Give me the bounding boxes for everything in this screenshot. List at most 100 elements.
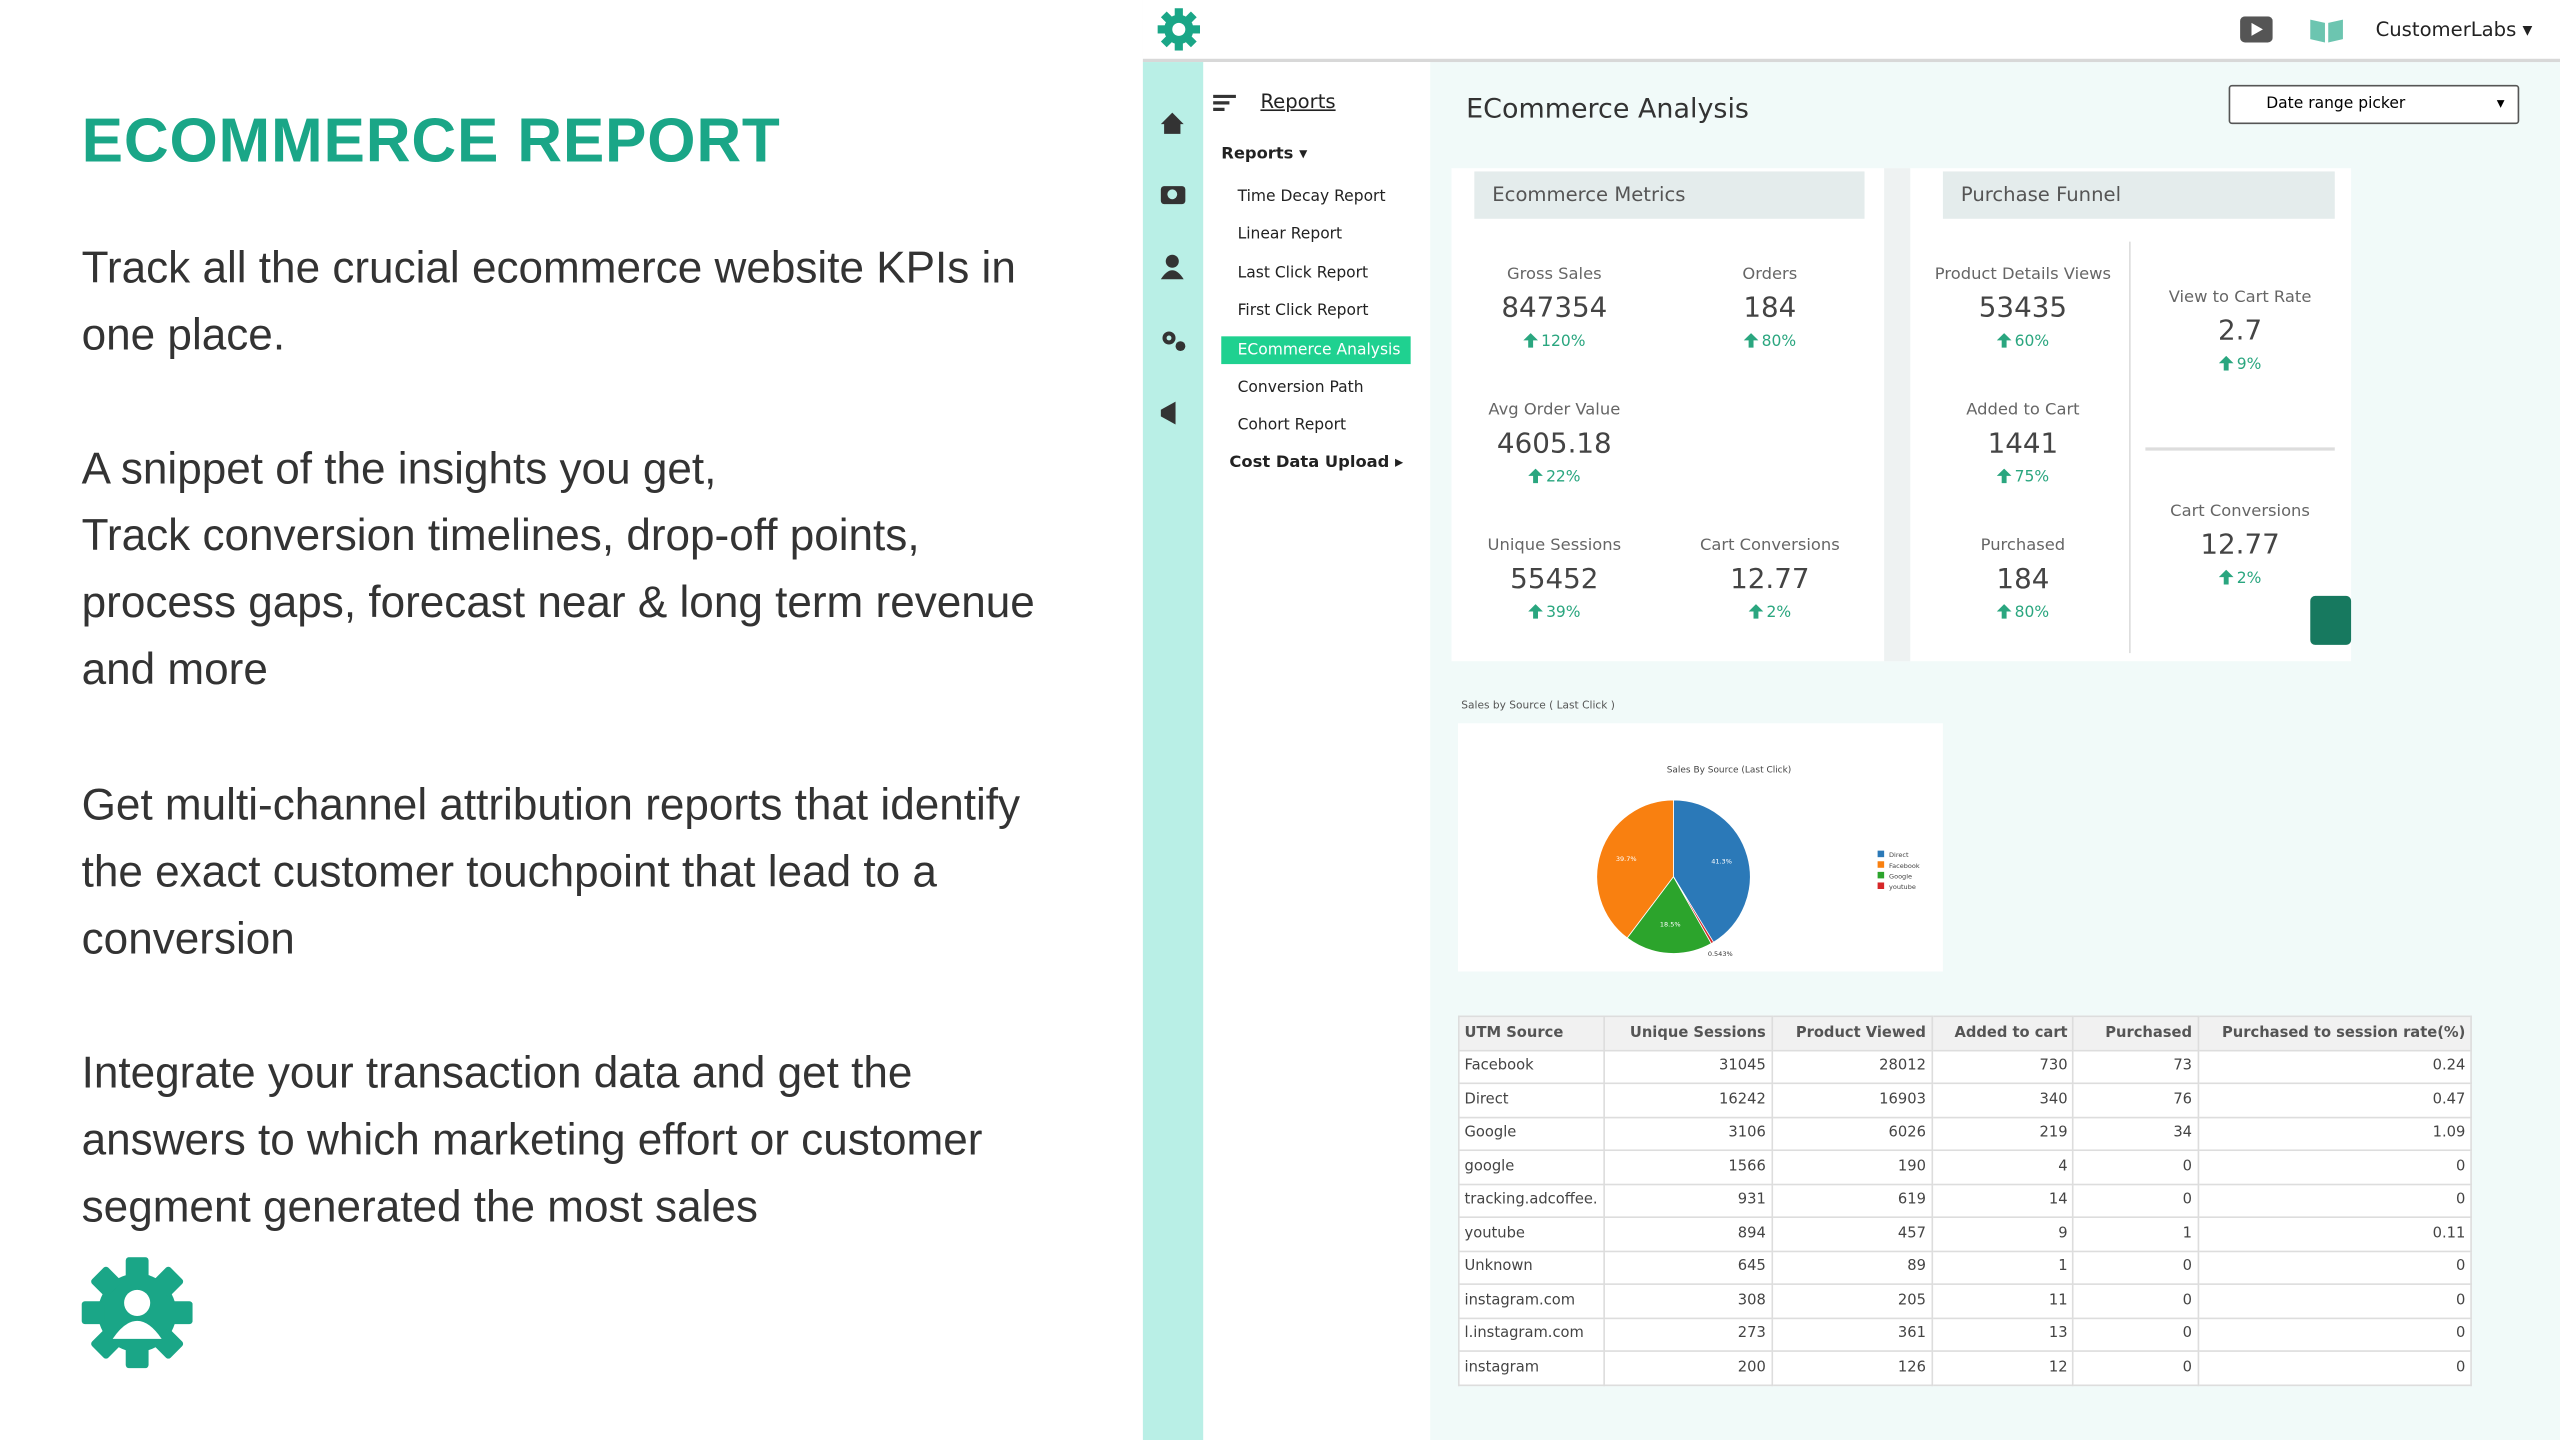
legend-swatch xyxy=(1877,871,1885,879)
table-cell: 3106 xyxy=(1602,1115,1773,1152)
metric-change: 39% xyxy=(1440,604,1669,622)
card-header: Purchase Funnel xyxy=(1942,171,2335,219)
metric-change: 80% xyxy=(1909,604,2138,622)
nav-title[interactable]: Reports xyxy=(1260,89,1336,113)
up-arrow xyxy=(2218,569,2234,585)
metric-change: 60% xyxy=(1909,333,2138,351)
metric-value: 55452 xyxy=(1510,563,1599,596)
column-header: Added to cart xyxy=(1930,1015,2075,1051)
table-cell: google xyxy=(1458,1149,1605,1185)
legend-label: Direct xyxy=(1889,851,1909,859)
menu-icon[interactable] xyxy=(1213,94,1236,112)
up-arrow xyxy=(1528,468,1543,484)
app-window: CustomerLabs ▾ Reports Reports ▾ Cost Da… xyxy=(1142,0,2560,1440)
table-row: youtube 894 457 9 1 0.11 xyxy=(1458,1216,2472,1252)
table-cell: 645 xyxy=(1602,1249,1773,1285)
metric-label: Unique Sessions xyxy=(1487,537,1622,556)
table-row: instagram.com 308 205 11 0 0 xyxy=(1458,1283,2472,1319)
nav-item[interactable]: Last Click Report xyxy=(1237,264,1369,283)
table-cell: 1 xyxy=(1930,1249,2075,1285)
nav-item[interactable]: ECommerce Analysis xyxy=(1221,335,1411,364)
table-cell: 273 xyxy=(1602,1316,1773,1352)
chart-title: Sales By Source (Last Click) xyxy=(1667,765,1792,775)
table-cell: 0.47 xyxy=(2196,1082,2472,1118)
metric-value: 847354 xyxy=(1501,292,1608,325)
nav-footer[interactable]: Cost Data Upload ▸ xyxy=(1229,453,1404,472)
chat-button[interactable] xyxy=(2310,595,2352,645)
table-cell: 190 xyxy=(1770,1149,1933,1185)
metric-change: 2% xyxy=(1656,604,1885,622)
nav-item[interactable]: Cohort Report xyxy=(1237,416,1347,435)
metric-change: 120% xyxy=(1440,333,1669,351)
table-cell: 1.09 xyxy=(2196,1115,2472,1152)
nav-item[interactable]: Linear Report xyxy=(1237,225,1343,244)
up-arrow xyxy=(1743,333,1759,348)
table-cell: Unknown xyxy=(1458,1249,1605,1285)
home-icon[interactable] xyxy=(1160,112,1184,134)
change-value: 120% xyxy=(1541,333,1586,352)
arrow-shape xyxy=(1528,604,1543,619)
table-cell: 0 xyxy=(2072,1316,2199,1352)
nav-section[interactable]: Reports ▾ xyxy=(1221,145,1308,164)
metric-change: 2% xyxy=(2126,569,2355,588)
date-picker[interactable]: Date range picker ▾ xyxy=(2228,84,2520,125)
paragraph: Integrate your transaction data and get … xyxy=(81,1048,983,1232)
date-picker-label: Date range picker xyxy=(2266,94,2406,113)
table-cell: 73 xyxy=(2072,1049,2199,1085)
user-icon[interactable] xyxy=(1165,254,1179,268)
table-cell: tracking.adcoffee. xyxy=(1458,1182,1605,1218)
table-row: Google 3106 6026 219 34 1.09 xyxy=(1458,1115,2472,1152)
divider xyxy=(2145,447,2335,451)
arrow-shape xyxy=(2218,355,2234,371)
table-cell: 457 xyxy=(1770,1216,1933,1252)
paragraph: Get multi-channel attribution reports th… xyxy=(81,780,1021,964)
chart-section-title: Sales by Source ( Last Click ) xyxy=(1461,698,1615,712)
legend-swatch xyxy=(1877,882,1885,890)
nav-item[interactable]: First Click Report xyxy=(1237,302,1369,321)
metric-value: 184 xyxy=(1996,563,2050,596)
up-arrow xyxy=(1523,333,1538,348)
nav-section-label: Reports xyxy=(1221,145,1294,164)
metric-value: 12.77 xyxy=(2200,528,2280,562)
table-row: Direct 16242 16903 340 76 0.47 xyxy=(1458,1082,2472,1118)
pie-chart: Sales By Source (Last Click) 41.3% Direct… xyxy=(1458,723,1943,972)
up-arrow xyxy=(1996,333,2012,348)
table-cell: 0 xyxy=(2072,1149,2199,1185)
card-divider xyxy=(1884,168,1911,662)
table-cell: 0 xyxy=(2072,1283,2199,1319)
column-header: Purchased to session rate(%) xyxy=(2196,1015,2472,1051)
table-cell: 0 xyxy=(2196,1350,2472,1386)
account-menu[interactable]: CustomerLabs ▾ xyxy=(2375,17,2533,41)
icon-sidebar xyxy=(1142,62,1204,1440)
table-cell: 0 xyxy=(2196,1149,2472,1185)
arrow-shape xyxy=(1996,333,2012,348)
table-cell: 13 xyxy=(1930,1316,2075,1352)
table-cell: Facebook xyxy=(1458,1049,1605,1085)
table-cell: 9 xyxy=(1930,1216,2075,1252)
nav-item[interactable]: Conversion Path xyxy=(1237,378,1364,397)
change-value: 75% xyxy=(2014,468,2050,487)
table-cell: youtube xyxy=(1458,1216,1605,1252)
docs-icon[interactable] xyxy=(2309,15,2345,44)
table-cell: Direct xyxy=(1458,1082,1605,1118)
campaign-icon[interactable] xyxy=(1160,401,1176,425)
arrow-shape xyxy=(1743,333,1759,348)
up-arrow xyxy=(1748,604,1764,619)
column-header: Product Viewed xyxy=(1770,1015,1933,1051)
metric-label: Gross Sales xyxy=(1506,266,1602,285)
table-cell: 4 xyxy=(1930,1149,2075,1185)
column-header: UTM Source xyxy=(1458,1015,1605,1051)
table-cell: 0 xyxy=(2196,1283,2472,1319)
change-value: 22% xyxy=(1546,468,1581,487)
metric-label: Orders xyxy=(1742,266,1798,285)
metric-value: 1441 xyxy=(1987,427,2059,461)
table-cell: 730 xyxy=(1930,1049,2075,1085)
pie-slice xyxy=(1626,876,1712,954)
header-row: UTM Source Unique Sessions Product Viewed A… xyxy=(1458,1015,2472,1051)
change-value: 80% xyxy=(2014,604,2050,623)
app-logo xyxy=(1157,8,1201,51)
video-icon[interactable] xyxy=(2240,16,2273,43)
table-cell: 31045 xyxy=(1602,1049,1773,1085)
nav-item[interactable]: Time Decay Report xyxy=(1237,187,1386,206)
table-cell: 931 xyxy=(1602,1182,1773,1218)
